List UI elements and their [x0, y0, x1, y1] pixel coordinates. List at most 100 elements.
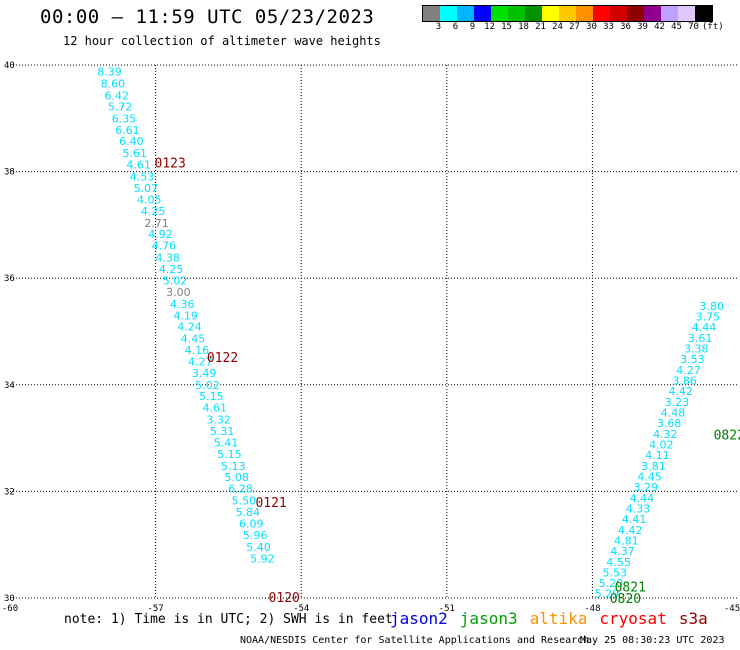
pass-time-label: 0120: [269, 591, 300, 606]
swh-point: 3.81: [641, 460, 666, 473]
colorbar-label: 24: [552, 22, 563, 32]
swh-point: 4.25: [159, 263, 184, 276]
x-tick-label: -60: [2, 604, 18, 614]
pass-time-label: 0121: [255, 496, 286, 511]
colorbar-swatch: [525, 6, 542, 21]
swh-point: 3.29: [634, 481, 659, 494]
colorbar-swatch: [559, 6, 576, 21]
swh-point: 5.96: [243, 529, 268, 542]
y-tick-label: 32: [4, 487, 15, 497]
swh-point: 4.45: [637, 470, 662, 483]
colorbar-swatch: [440, 6, 457, 21]
swh-point: 4.19: [173, 310, 198, 323]
swh-point: 3.61: [688, 332, 713, 345]
swh-point: 3.32: [206, 413, 231, 426]
swh-point: 5.07: [134, 182, 159, 195]
swh-point: 5.31: [210, 425, 235, 438]
swh-point: 4.38: [155, 251, 180, 264]
x-tick-label: -51: [439, 604, 455, 614]
swh-point: 4.44: [630, 492, 655, 505]
chart-subtitle: 12 hour collection of altimeter wave hei…: [63, 34, 381, 48]
legend-entry-jason2: jason2: [390, 609, 448, 628]
swh-point: 4.05: [137, 193, 162, 206]
swh-point: 5.02: [195, 379, 220, 392]
colorbar-swatch: [423, 6, 440, 21]
swh-point: 5.84: [236, 506, 261, 519]
swh-point: 5.02: [163, 274, 188, 287]
axis-labels: -60 -57 -54 -51 -48 -45 30 32 34 36 38 40: [2, 61, 740, 614]
colorbar-label: 15: [501, 22, 512, 32]
footnote: note: 1) Time is in UTC; 2) SWH is in fe…: [64, 612, 393, 627]
legend-entry-cryosat: cryosat: [599, 609, 667, 628]
y-tick-label: 40: [4, 61, 15, 71]
swh-point: 5.72: [108, 101, 133, 114]
swh-point: 4.16: [185, 344, 210, 357]
chart-title: 00:00 – 11:59 UTC 05/23/2023: [40, 6, 375, 28]
pass-time-label: 0123: [155, 157, 186, 172]
colorbar-label: 70: [688, 22, 699, 32]
pass-time-label: 0122: [207, 351, 238, 366]
swh-point: 4.61: [203, 402, 228, 415]
swh-point: 4.76: [152, 240, 177, 253]
swh-point: 5.41: [214, 436, 239, 449]
colorbar-swatch: [542, 6, 559, 21]
swh-point: 4.42: [668, 385, 693, 398]
swh-point: 4.55: [606, 556, 631, 569]
swh-point: 4.41: [622, 513, 647, 526]
colorbar-label: 36: [620, 22, 631, 32]
colorbar-swatch: [695, 6, 712, 21]
swh-point: 5.61: [122, 147, 147, 160]
swh-point: 4.02: [649, 438, 674, 451]
x-tick-label: -57: [147, 604, 163, 614]
colorbar-label: 3: [435, 22, 442, 32]
pass-time-label: 0822: [714, 428, 740, 443]
swh-point: 4.61: [126, 159, 151, 172]
swh-point: 4.11: [645, 449, 670, 462]
colorbar-label: 27: [569, 22, 580, 32]
swh-point: 5.50: [232, 494, 257, 507]
swh-point: 4.48: [661, 407, 686, 420]
swh-point: 6.09: [239, 517, 264, 530]
swh-point: 4.25: [141, 205, 166, 218]
swh-point: 3.80: [700, 300, 725, 313]
colorbar-label: 6: [452, 22, 459, 32]
swh-point: 5.15: [199, 390, 224, 403]
colorbar-swatch: [678, 6, 695, 21]
swh-point: 3.86: [672, 375, 697, 388]
y-tick-label: 38: [4, 168, 15, 178]
y-tick-label: 36: [4, 274, 15, 284]
swh-point: 5.13: [221, 460, 246, 473]
swh-point: 3.75: [696, 311, 721, 324]
swh-point: 5.08: [224, 471, 249, 484]
satellite-legend: jason2 jason3 altika cryosat s3a: [390, 609, 720, 628]
swh-point: 5.40: [246, 541, 271, 554]
x-tick-label: -54: [293, 604, 309, 614]
colorbar-swatch: [491, 6, 508, 21]
colorbar-swatch: [644, 6, 661, 21]
swh-point: 4.53: [130, 170, 155, 183]
swh-point: 3.68: [657, 417, 682, 430]
colorbar-label: 21: [535, 22, 546, 32]
y-tick-label: 30: [4, 594, 15, 604]
colorbar-label: 18: [518, 22, 529, 32]
colorbar-swatch: [610, 6, 627, 21]
swh-point: 5.20: [599, 577, 624, 590]
colorbar-label: 9: [469, 22, 476, 32]
colorbar-label: 45: [671, 22, 682, 32]
swh-point: 4.32: [653, 428, 678, 441]
swh-point: 8.60: [101, 78, 126, 91]
pass-time-label: 0820: [610, 592, 641, 607]
swh-point: 6.40: [119, 135, 144, 148]
legend-entry-s3a: s3a: [678, 609, 708, 628]
colorbar-label: 12: [484, 22, 495, 32]
swh-point: 4.37: [610, 545, 635, 558]
swh-point: 3.49: [192, 367, 217, 380]
swh-point: 4.27: [188, 355, 213, 368]
generated-timestamp: May 25 08:30:23 UTC 2023: [580, 635, 725, 646]
swh-point: 4.36: [170, 298, 195, 311]
swh-point: 5.29: [595, 588, 620, 601]
x-tick-label: -45: [724, 604, 740, 614]
swh-point: 4.45: [181, 332, 206, 345]
